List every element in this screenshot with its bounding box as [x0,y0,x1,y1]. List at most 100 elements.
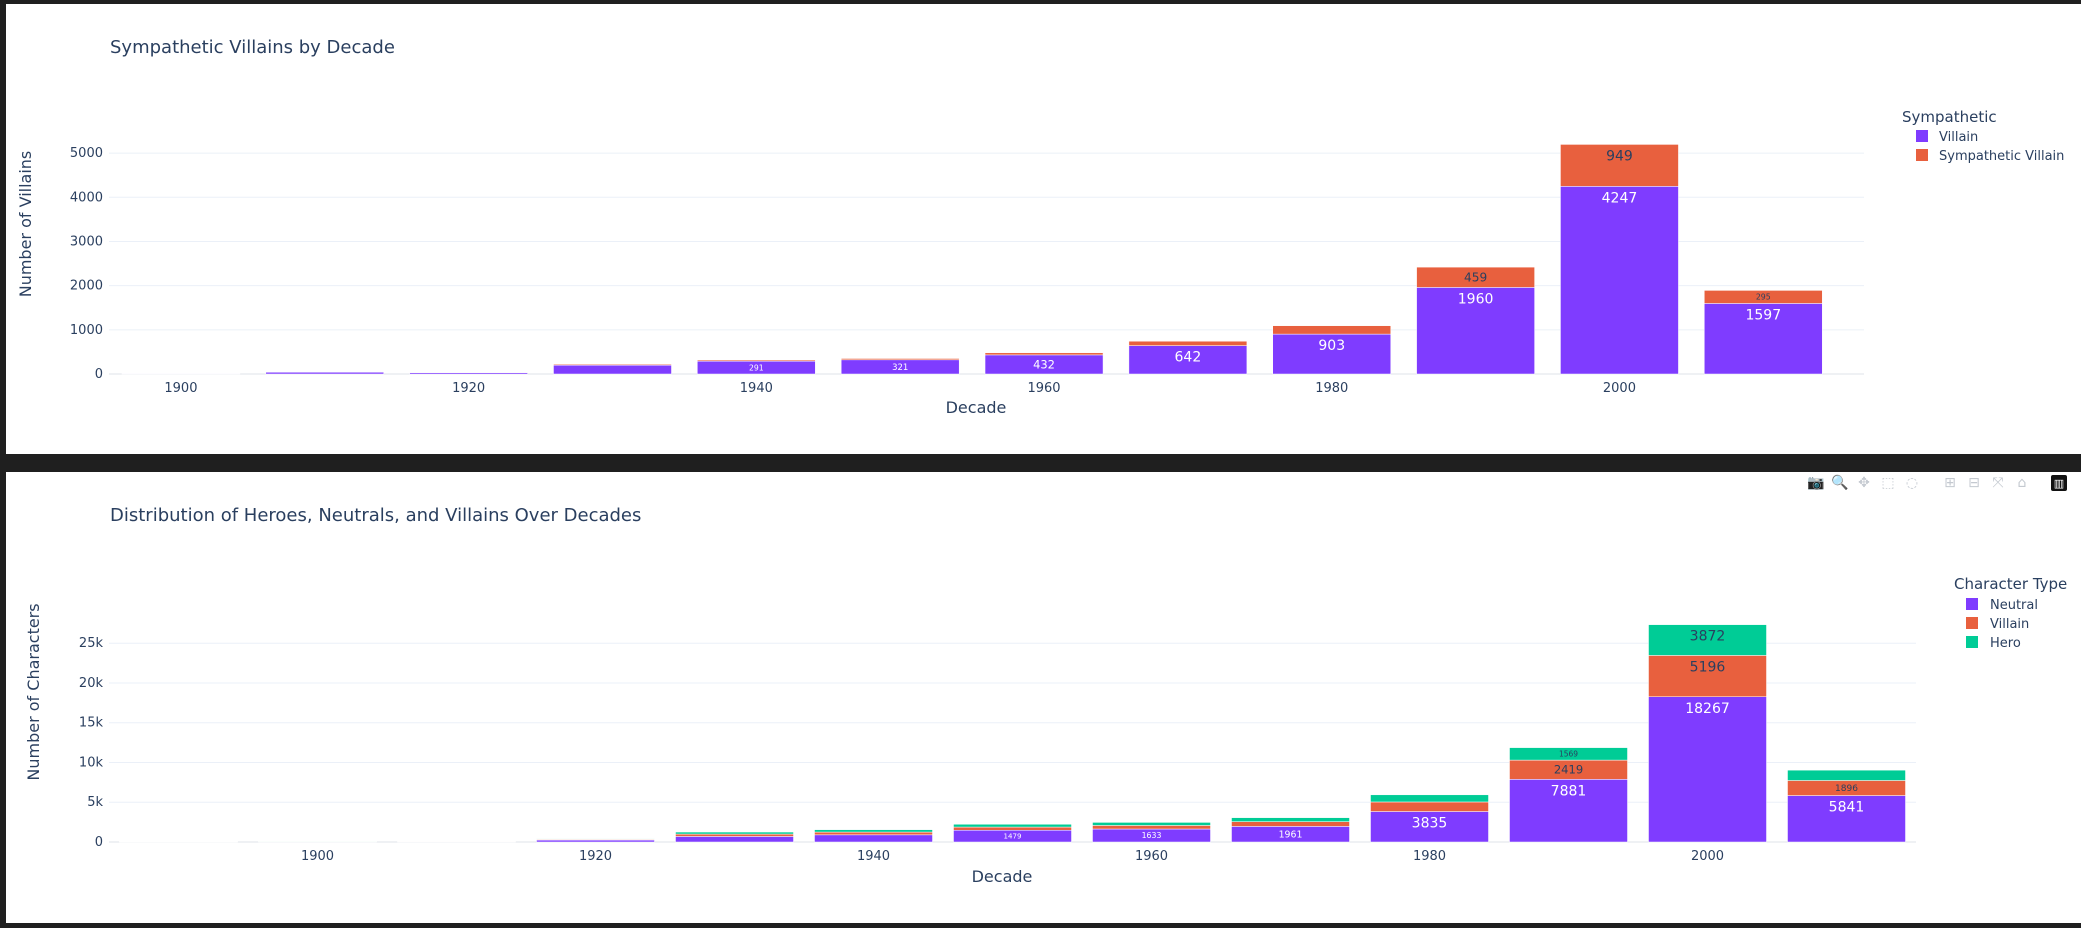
legend-title: Character Type [1954,575,2067,593]
zoom-in-icon[interactable]: ⊞ [1944,475,1956,491]
legend-swatch [1916,130,1928,142]
legend-label: Villain [1939,130,1978,145]
zoom-icon[interactable]: 🔍 [1831,475,1849,491]
y-tick-label: 3000 [70,234,103,249]
y-axis-title: Number of Villains [16,151,35,298]
chart-1-svg: Sympathetic Villains by Decade Number of… [16,37,2064,417]
data-label: 5196 [1690,659,1726,675]
reset-axes-icon[interactable]: ⌂ [2017,475,2027,491]
bar-hero [1648,624,1767,656]
legend-title: Sympathetic [1902,108,1997,126]
data-label: 2419 [1554,763,1583,777]
legend-swatch [1916,149,1928,161]
data-label: 1633 [1142,831,1162,840]
data-label: 1896 [1835,784,1858,794]
bar-neutral [1787,795,1906,843]
bar-neutral [1509,779,1628,843]
camera-icon[interactable]: 📷 [1807,475,1825,491]
legend-label: Sympathetic Villain [1939,149,2064,164]
x-tick-label: 1920 [452,381,485,396]
autoscale-icon[interactable]: ⤧ [1992,475,2004,491]
modebar: 📷 🔍 ✥ ⬚ ◌ ⊞ ⊟ ⤧ ⌂ ▥ [1807,474,2067,492]
y-tick-label: 2000 [70,279,103,294]
y-axis-title: Number of Characters [24,603,43,780]
bar-sympathetic-villain [1560,144,1679,187]
bar-villain [553,364,672,375]
bar-villain [1370,801,1489,812]
data-label: 1569 [1559,749,1578,758]
chart-title: Sympathetic Villains by Decade [110,37,395,58]
y-tick-label: 1000 [70,323,103,338]
plot-area: 0 5k 10k 15k 20k 25k 1900 1920 1940 1960 1980 2000 1… [79,624,1916,864]
y-tick-label: 10k [79,755,104,770]
zoom-out-icon[interactable]: ⊟ [1968,475,1980,491]
bar-neutral [536,839,655,843]
x-tick-label: 1980 [1413,849,1446,864]
y-tick-label: 4000 [70,190,103,205]
bar-hero [1509,747,1628,761]
x-tick-label: 1940 [857,849,890,864]
pan-icon[interactable]: ✥ [1858,475,1870,491]
bar-sympathetic-villain [1128,340,1248,346]
chart-panel-character-distribution: 📷 🔍 ✥ ⬚ ◌ ⊞ ⊟ ⤧ ⌂ ▥ Distribution of Heroes, Neutr… [6,472,2081,923]
data-label: 903 [1318,338,1345,354]
data-label: 642 [1175,350,1202,366]
data-label: 295 [1756,293,1771,302]
bar-villain [1560,186,1679,375]
legend-label: Villain [1990,617,2029,632]
bar-hero [1231,817,1350,822]
chart-2-svg: Distribution of Heroes, Neutrals, and Vi… [24,505,2067,886]
x-tick-label: 2000 [1603,381,1636,396]
data-label: 1960 [1458,291,1494,307]
data-label: 4247 [1602,190,1638,206]
legend-item-neutral[interactable]: Neutral [1966,598,2038,613]
x-tick-label: 1940 [740,381,773,396]
data-label: 18267 [1685,701,1730,717]
data-label: 321 [892,363,908,373]
bar-neutral [814,834,933,843]
data-label: 1597 [1745,307,1781,323]
data-label: 1961 [1279,829,1303,840]
legend-swatch [1966,598,1978,610]
bar-hero [953,824,1072,828]
y-tick-label: 0 [95,835,103,850]
legend-item-villain[interactable]: Villain [1916,130,1978,145]
x-axis-title: Decade [946,398,1007,417]
bar-hero [1092,822,1211,826]
x-tick-label: 1960 [1135,849,1168,864]
bar-sympathetic-villain [1704,290,1823,304]
bar-villain [1092,825,1211,830]
data-label: 291 [749,363,764,372]
bar-villain [1416,287,1535,375]
bar-villain [1648,655,1767,698]
legend-swatch [1966,636,1978,648]
y-tick-label: 5000 [70,146,103,161]
x-tick-label: 1900 [301,849,334,864]
bar-villain [1704,303,1823,375]
bar-hero [675,831,794,835]
x-tick-label: 2000 [1691,849,1724,864]
bar-hero [1370,794,1489,803]
legend-item-sympathetic-villain[interactable]: Sympathetic Villain [1916,149,2064,164]
bar-hero [814,829,933,833]
bar-villain [814,831,933,836]
box-select-icon[interactable]: ⬚ [1881,475,1895,491]
data-label: 3835 [1412,816,1448,832]
bar-neutral [675,836,794,843]
legend-label: Neutral [1990,598,2038,613]
bar-neutral [1370,811,1489,843]
x-tick-label: 1980 [1315,381,1348,396]
bar-sympathetic-villain [697,359,816,362]
legend-label: Hero [1990,636,2021,651]
data-label: 3872 [1690,629,1726,645]
bar-villain [1272,333,1391,375]
data-label: 5841 [1829,800,1865,816]
bar-sympathetic-villain [984,352,1104,356]
y-tick-label: 0 [95,367,103,382]
legend-item-hero[interactable]: Hero [1966,636,2021,651]
plotly-logo-icon[interactable]: ▥ [2051,475,2067,491]
x-tick-label: 1960 [1027,381,1060,396]
lasso-select-icon[interactable]: ◌ [1905,475,1919,491]
legend-item-villain[interactable]: Villain [1966,617,2029,632]
y-tick-label: 5k [87,795,103,810]
